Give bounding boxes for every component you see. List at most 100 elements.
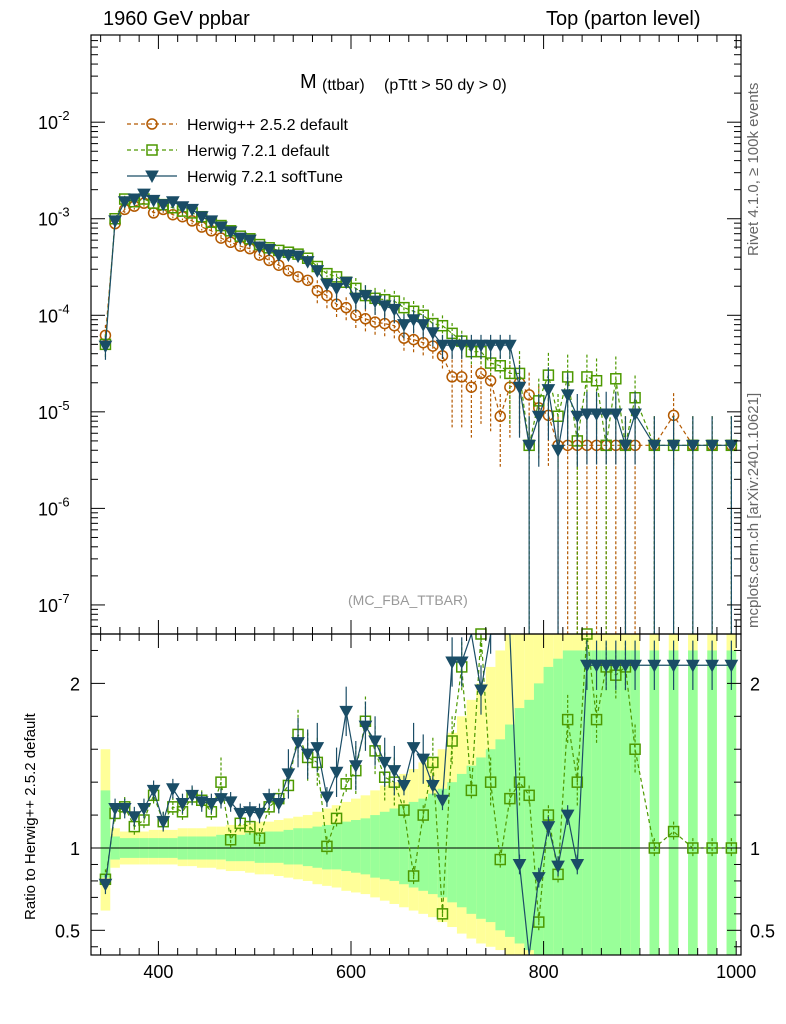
main-point (551, 444, 565, 458)
ratio-band-green-bin (524, 699, 534, 951)
ratio-point (406, 742, 421, 755)
ratio-point (215, 776, 227, 788)
main-point (117, 196, 132, 209)
main-point (310, 265, 325, 278)
ratio-band-green-bin (418, 798, 429, 891)
ratio-point (398, 804, 410, 816)
ratio-band-green-bin (399, 805, 409, 885)
ratio-point (426, 779, 440, 793)
main-y-tick-label: 10 (38, 499, 58, 519)
ratio-point (435, 794, 450, 808)
legend-label-1: Herwig 7.2.1 default (187, 143, 330, 160)
main-point (426, 327, 440, 340)
main-point (108, 215, 122, 228)
ratio-point (608, 659, 623, 673)
ratio-band-green-bin (312, 826, 323, 868)
main-y-tick-exponent: -4 (58, 301, 70, 316)
ratio-point (253, 832, 266, 844)
main-y-tick-exponent: -2 (58, 108, 70, 123)
ratio-point (330, 812, 343, 825)
ratio-y-tick-label: 1 (70, 839, 80, 859)
x-tick-label: 400 (143, 962, 173, 982)
header-right-label: Top (parton level) (546, 8, 701, 30)
main-point (214, 221, 228, 235)
main-point (406, 314, 421, 327)
ratio-y-tick-label-right: 0.5 (750, 921, 775, 941)
ratio-point (494, 853, 507, 866)
ratio-panel (91, 628, 741, 956)
ratio-band-green-bin (611, 650, 621, 955)
main-point (233, 232, 248, 246)
ratio-band-green-bin (620, 650, 631, 955)
ratio-point (427, 756, 439, 769)
main-point (281, 249, 296, 263)
ratio-band-green-bin (379, 811, 390, 880)
main-point (291, 250, 305, 264)
ratio-point (417, 809, 429, 821)
main-point (262, 244, 276, 257)
ratio-band-green-bin (495, 739, 506, 931)
ratio-band-green-bin (331, 823, 342, 870)
ratio-band-green-bin (688, 650, 698, 955)
main-point (348, 292, 363, 306)
ratio-point (407, 870, 420, 882)
ratio-point (271, 798, 286, 811)
ratio-point (137, 802, 151, 816)
main-point (146, 194, 161, 208)
ratio-frame (90, 633, 742, 956)
main-point (300, 256, 315, 269)
ratio-band-green-bin (351, 820, 361, 873)
main-point (387, 303, 402, 317)
main-point (194, 211, 209, 224)
main-point (647, 439, 662, 453)
ratio-point (551, 860, 565, 874)
main-point (666, 439, 681, 453)
ratio-point (262, 793, 276, 806)
ratio-point (321, 840, 333, 853)
main-point (599, 408, 614, 422)
main-point (301, 274, 314, 287)
main-point (570, 410, 585, 424)
main-point (484, 374, 497, 387)
main-point (455, 371, 468, 383)
ratio-point (436, 908, 449, 920)
main-point (156, 199, 171, 212)
main-point (483, 339, 498, 353)
ratio-point (599, 659, 614, 673)
main-point (494, 360, 507, 372)
ratio-point (146, 784, 161, 798)
ratio-band-green-bin (485, 749, 496, 923)
ratio-band-green-bin (264, 831, 274, 863)
ratio-point (291, 737, 305, 750)
main-point (311, 284, 324, 297)
ratio-point (648, 842, 661, 854)
ratio-point (204, 798, 219, 811)
ratio-band-green-bin (341, 821, 351, 872)
main-point (541, 384, 556, 397)
chart-title-cut: (pTtt > 50 dy > 0) (384, 77, 507, 94)
ratio-point (590, 713, 603, 726)
main-point (475, 367, 487, 380)
ratio-point (706, 842, 718, 854)
main-point (263, 254, 275, 267)
ratio-point (108, 802, 122, 816)
main-point (560, 389, 575, 402)
main-point (503, 339, 517, 353)
main-point (474, 339, 488, 353)
main-y-tick-exponent: -5 (58, 398, 70, 413)
main-point (320, 278, 334, 292)
ratio-point (98, 878, 113, 892)
ratio-band-green-bin (726, 650, 737, 955)
ratio-point (512, 858, 527, 872)
main-point (523, 389, 535, 401)
ratio-y-tick-label-right: 1 (750, 839, 760, 859)
chart-title: M (300, 71, 317, 93)
ratio-band-green-bin (447, 782, 457, 903)
main-point (589, 408, 604, 422)
main-point (416, 319, 431, 332)
ratio-band-green-bin (649, 650, 660, 955)
ratio-band-green-bin (437, 788, 448, 898)
ratio-point (474, 684, 488, 698)
main-point (445, 339, 459, 353)
